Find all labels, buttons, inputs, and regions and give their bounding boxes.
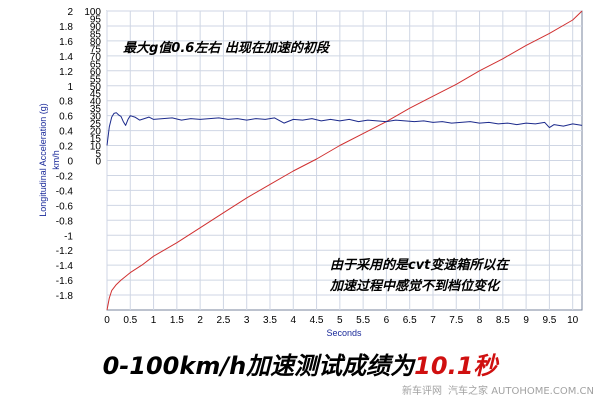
y-right-tick-label: 0 <box>95 157 101 168</box>
x-tick-label: 2.5 <box>216 315 230 326</box>
annotation-bottom-line1: 由于采用的是cvt变速箱所以在 <box>330 257 510 273</box>
y-left-tick-label: 1.8 <box>59 22 73 33</box>
y-axis-right-title: km/h <box>51 150 61 170</box>
y-left-tick-label: -1.2 <box>56 246 74 257</box>
headline-text: 0-100km/h加速测试成绩为 <box>102 352 415 380</box>
y-right-tick-label: 45 <box>90 89 102 100</box>
x-tick-label: 0.5 <box>123 315 137 326</box>
watermark-right: 汽车之家 AUTOHOME.COM.CN <box>448 386 594 397</box>
acceleration-line <box>106 112 583 146</box>
x-tick-label: 3 <box>244 315 250 326</box>
y-left-tick-label: 1.6 <box>59 37 73 48</box>
y-left-tick-label: 0.4 <box>59 127 73 138</box>
y-right-tick-label: 40 <box>90 97 102 108</box>
y-left-tick-label: -0.4 <box>56 186 74 197</box>
x-tick-label: 0 <box>104 315 110 326</box>
y-left-tick-label: 0.8 <box>59 97 73 108</box>
x-tick-label: 6 <box>384 315 390 326</box>
annotation-top: 最大g值0.6左右 出现在加速的初段 <box>123 40 331 56</box>
x-tick-label: 5.5 <box>356 315 370 326</box>
y-left-tick-label: 0.6 <box>59 112 73 123</box>
x-tick-label: 1.5 <box>170 315 184 326</box>
tick-labels: 0 0.5 1 1.5 2 2.5 3 3.5 4 4.5 5 5.5 6 6.5 7 7.5 8 8.5 9 9.5… <box>56 7 579 326</box>
y-right-tick-label: 10 <box>90 142 102 153</box>
x-axis-title: Seconds <box>326 328 362 338</box>
y-left-tick-label: -1.6 <box>56 276 74 287</box>
x-tick-label: 5 <box>337 315 343 326</box>
x-tick-label: 8.5 <box>496 315 510 326</box>
y-right-tick-label: 55 <box>90 74 102 85</box>
y-axis-left-title: Longitudinal Acceleration (g) <box>38 103 48 217</box>
y-right-tick-label: 50 <box>90 82 102 93</box>
y-right-tick-label: 60 <box>90 67 102 78</box>
y-left-tick-label: 0 <box>67 157 73 168</box>
grid <box>106 10 582 310</box>
y-left-tick-label: -0.6 <box>56 201 74 212</box>
y-left-tick-label: -1 <box>64 231 73 242</box>
y-right-tick-label: 75 <box>90 44 102 55</box>
y-right-tick-label: 70 <box>90 52 102 63</box>
headline: 0-100km/h加速测试成绩为10.1秒 <box>0 346 600 381</box>
y-left-tick-label: 1.2 <box>59 67 73 78</box>
y-right-tick-label: 25 <box>90 119 102 130</box>
y-right-tick-label: 80 <box>90 37 102 48</box>
y-left-tick-label: 1.4 <box>59 52 73 63</box>
y-right-tick-label: 90 <box>90 22 102 33</box>
y-right-tick-label: 20 <box>90 127 102 138</box>
y-left-tick-label: -1.4 <box>56 261 74 272</box>
y-right-tick-label: 85 <box>90 29 102 40</box>
y-left-tick-label: 0.2 <box>59 142 73 153</box>
y-left-tick-label: -1.8 <box>56 291 74 302</box>
x-tick-label: 9 <box>523 315 529 326</box>
x-tick-label: 7.5 <box>449 315 463 326</box>
y-left-tick-label: 2 <box>67 7 73 18</box>
x-tick-label: 1 <box>151 315 157 326</box>
y-left-tick-label: -0.2 <box>56 171 74 182</box>
series <box>106 10 583 311</box>
x-tick-label: 4 <box>290 315 296 326</box>
x-tick-label: 10 <box>567 315 579 326</box>
y-right-tick-label: 100 <box>84 7 101 18</box>
y-right-tick-label: 15 <box>90 134 102 145</box>
y-right-tick-label: 65 <box>90 59 102 70</box>
y-right-tick-label: 5 <box>95 149 101 160</box>
y-right-tick-label: 30 <box>90 112 102 123</box>
x-tick-label: 3.5 <box>263 315 277 326</box>
y-left-tick-label: -0.8 <box>56 216 74 227</box>
y-right-tick-label: 35 <box>90 104 102 115</box>
y-right-tick-label: 95 <box>90 14 102 25</box>
x-tick-label: 6.5 <box>403 315 417 326</box>
annotation-bottom-line2: 加速过程中感觉不到档位变化 <box>329 278 501 294</box>
x-tick-label: 4.5 <box>310 315 324 326</box>
x-tick-label: 7 <box>430 315 436 326</box>
headline-highlight: 10.1秒 <box>414 352 498 380</box>
x-tick-label: 2 <box>197 315 203 326</box>
x-tick-label: 8 <box>477 315 483 326</box>
speed-line <box>106 10 583 311</box>
y-left-tick-label: 1 <box>67 82 73 93</box>
watermark-left: 新车评网 <box>402 386 443 397</box>
x-tick-label: 9.5 <box>542 315 556 326</box>
watermark: 新车评网 汽车之家 AUTOHOME.COM.CN <box>396 382 594 397</box>
